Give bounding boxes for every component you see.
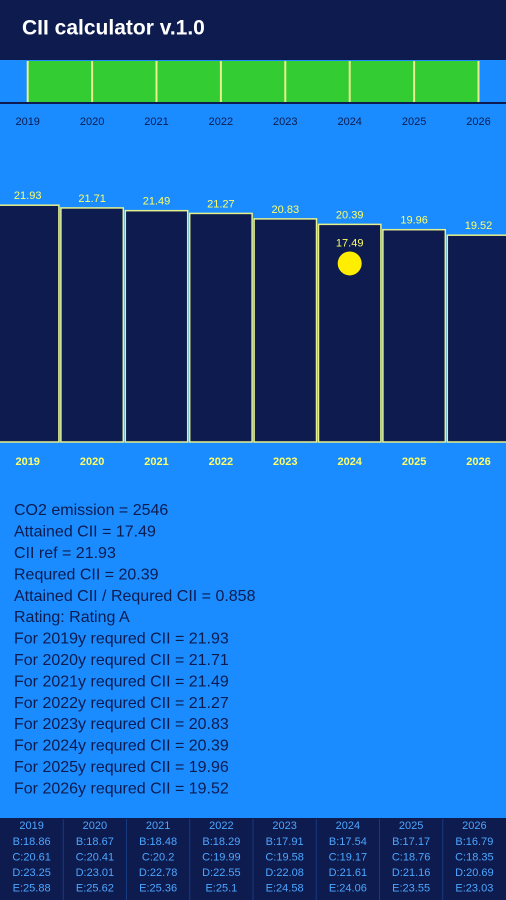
- x-tick-label: 2024: [337, 456, 362, 468]
- table-cell: D:22.55: [202, 867, 241, 879]
- bar-value-label: 20.83: [272, 204, 300, 216]
- x-tick-label: 2026: [466, 456, 490, 468]
- timeline-year: 2025: [402, 116, 426, 128]
- attained-marker: [337, 251, 362, 276]
- table-cell: E:25.88: [13, 882, 51, 894]
- info-line: For 2025y requred CII = 19.96: [14, 759, 229, 776]
- timeline-year: 2019: [15, 116, 39, 128]
- attained-label: 17.49: [336, 237, 364, 249]
- table-cell: E:23.03: [455, 882, 493, 894]
- info-line: Attained CII / Requred CII = 0.858: [14, 588, 256, 605]
- bar-value-label: 21.49: [143, 196, 171, 208]
- table-year: 2026: [462, 820, 486, 832]
- timeline-year: 2021: [144, 116, 168, 128]
- table-cell: C:19.99: [202, 851, 241, 863]
- info-line: Attained CII = 17.49: [14, 524, 156, 541]
- bar: [382, 228, 447, 443]
- x-tick-label: 2023: [273, 456, 297, 468]
- table-cell: D:22.08: [265, 867, 304, 879]
- info-line: Requred CII = 20.39: [14, 566, 159, 583]
- timeline-year: 2024: [337, 116, 361, 128]
- bar: [253, 218, 318, 443]
- table-cell: E:25.62: [76, 882, 114, 894]
- table-year: 2019: [19, 820, 43, 832]
- info-line: For 2022y requred CII = 21.27: [14, 695, 229, 712]
- table-cell: C:20.41: [76, 851, 115, 863]
- timeline-year: 2022: [209, 116, 233, 128]
- bar-value-label: 20.39: [336, 209, 364, 221]
- info-line: Rating: Rating A: [14, 609, 130, 626]
- bar-value-label: 21.71: [78, 193, 106, 205]
- table-cell: D:22.78: [139, 867, 178, 879]
- bar-value-label: 19.52: [465, 220, 493, 232]
- x-tick-label: 2022: [209, 456, 233, 468]
- table-cell: B:18.29: [202, 836, 240, 848]
- table-cell: B:18.67: [76, 836, 114, 848]
- x-tick-label: 2021: [144, 456, 168, 468]
- bar: [124, 209, 189, 443]
- table-cell: B:16.79: [455, 836, 493, 848]
- bar: [0, 204, 60, 443]
- table-cell: C:18.35: [455, 851, 494, 863]
- timeline-year: 2026: [466, 116, 490, 128]
- x-tick-label: 2020: [80, 456, 104, 468]
- strip-green: [27, 61, 479, 102]
- table-cell: C:20.61: [12, 851, 51, 863]
- table-cell: C:19.17: [329, 851, 368, 863]
- bar: [188, 212, 253, 443]
- table-cell: B:17.17: [392, 836, 430, 848]
- info-line: For 2019y requred CII = 21.93: [14, 631, 229, 648]
- table-cell: B:18.48: [139, 836, 177, 848]
- table-cell: E:23.55: [392, 882, 430, 894]
- table-cell: E:24.06: [329, 882, 367, 894]
- table-cell: C:19.58: [265, 851, 304, 863]
- table-year: 2021: [146, 820, 170, 832]
- table-year: 2024: [336, 820, 360, 832]
- timeline-year: 2023: [273, 116, 297, 128]
- table-cell: D:21.16: [392, 867, 431, 879]
- table-cell: D:23.01: [76, 867, 115, 879]
- header-bar: [0, 0, 506, 58]
- bar-value-label: 21.27: [207, 198, 235, 210]
- info-line: CO2 emission = 2546: [14, 502, 168, 519]
- table-cell: E:25.1: [205, 882, 237, 894]
- table-year: 2022: [209, 820, 233, 832]
- bar-value-label: 19.96: [400, 215, 428, 227]
- bar-value-label: 21.93: [14, 190, 42, 202]
- info-line: For 2026y requred CII = 19.52: [14, 780, 229, 797]
- table-year: 2023: [272, 820, 296, 832]
- table-cell: C:18.76: [392, 851, 431, 863]
- table-cell: E:25.36: [139, 882, 177, 894]
- info-line: CII ref = 21.93: [14, 545, 116, 562]
- table-year: 2025: [399, 820, 423, 832]
- info-line: For 2023y requred CII = 20.83: [14, 716, 229, 733]
- bar: [446, 234, 506, 443]
- info-line: For 2021y requred CII = 21.49: [14, 673, 229, 690]
- table-cell: D:21.61: [329, 867, 368, 879]
- table-cell: B:18.86: [13, 836, 51, 848]
- table-cell: D:23.25: [12, 867, 51, 879]
- app-title: CII calculator v.1.0: [22, 17, 205, 40]
- table-cell: D:20.69: [455, 867, 494, 879]
- table-year: 2020: [83, 820, 107, 832]
- timeline-year: 2020: [80, 116, 104, 128]
- info-line: For 2024y requred CII = 20.39: [14, 738, 229, 755]
- bar: [60, 207, 125, 443]
- x-tick-label: 2019: [15, 456, 39, 468]
- table-cell: B:17.54: [329, 836, 367, 848]
- x-tick-label: 2025: [402, 456, 426, 468]
- table-cell: E:24.58: [266, 882, 304, 894]
- info-line: For 2020y requred CII = 21.71: [14, 652, 229, 669]
- table-cell: C:20.2: [142, 851, 174, 863]
- table-cell: B:17.91: [266, 836, 304, 848]
